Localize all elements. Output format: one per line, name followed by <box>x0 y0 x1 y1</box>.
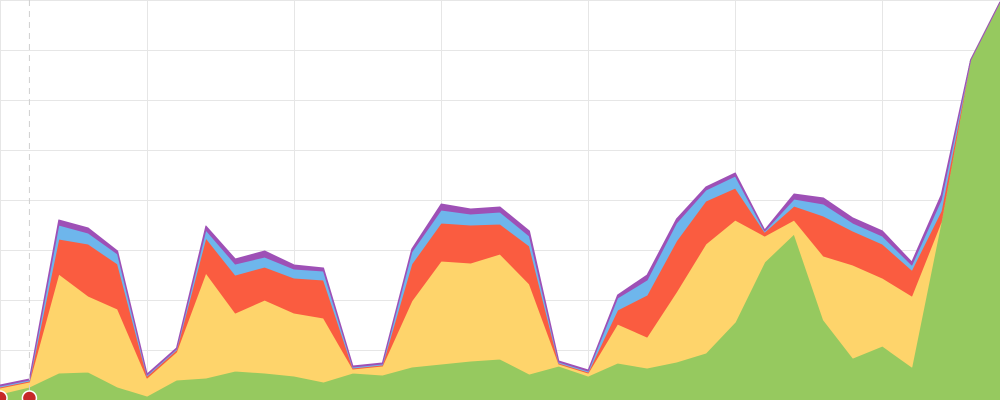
marker-dot-edge[interactable] <box>0 390 8 400</box>
area-series-5 <box>0 1 1000 387</box>
marker-group <box>0 0 38 400</box>
marker-dot-1[interactable] <box>21 390 38 400</box>
